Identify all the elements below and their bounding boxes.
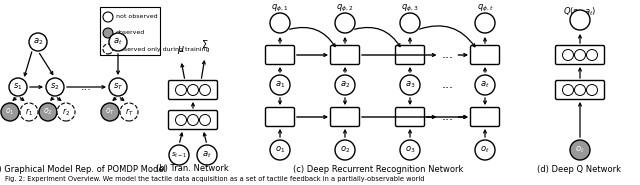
Circle shape <box>335 13 355 33</box>
Text: Fig. 2: Experiment Overview. We model the tactile data acquisition as a set of t: Fig. 2: Experiment Overview. We model th… <box>5 176 424 182</box>
Circle shape <box>109 78 127 96</box>
Text: $q_{\phi,3}$: $q_{\phi,3}$ <box>401 2 419 14</box>
Circle shape <box>335 75 355 95</box>
FancyBboxPatch shape <box>330 46 360 65</box>
Text: $s_{t-1}$: $s_{t-1}$ <box>171 150 187 160</box>
Text: $r_1$: $r_1$ <box>25 106 33 118</box>
Circle shape <box>46 78 64 96</box>
Circle shape <box>39 103 57 121</box>
Text: $s_2$: $s_2$ <box>51 82 60 92</box>
FancyBboxPatch shape <box>266 107 294 127</box>
Circle shape <box>400 75 420 95</box>
Circle shape <box>109 33 127 51</box>
Text: (d) Deep Q Network: (d) Deep Q Network <box>537 164 621 174</box>
Circle shape <box>475 75 495 95</box>
Text: $q_{\phi,t}$: $q_{\phi,t}$ <box>477 2 493 14</box>
Text: $s_1$: $s_1$ <box>13 82 23 92</box>
Text: $a_t$: $a_t$ <box>113 37 123 47</box>
Text: $o_t$: $o_t$ <box>575 145 585 155</box>
Text: (a) Graphical Model Rep. of POMDP Model: (a) Graphical Model Rep. of POMDP Model <box>0 164 166 174</box>
FancyBboxPatch shape <box>330 107 360 127</box>
FancyBboxPatch shape <box>396 107 424 127</box>
Text: $a_t$: $a_t$ <box>202 150 212 160</box>
FancyBboxPatch shape <box>556 80 605 100</box>
FancyBboxPatch shape <box>168 110 218 130</box>
Circle shape <box>270 140 290 160</box>
Text: (c) Deep Recurrent Recognition Network: (c) Deep Recurrent Recognition Network <box>293 164 463 174</box>
FancyBboxPatch shape <box>266 46 294 65</box>
Text: $a_3$: $a_3$ <box>404 80 415 90</box>
Text: observed: observed <box>116 31 145 36</box>
Circle shape <box>586 85 598 95</box>
Circle shape <box>400 140 420 160</box>
Text: $s_T$: $s_T$ <box>113 82 123 92</box>
Circle shape <box>175 85 186 95</box>
Circle shape <box>270 75 290 95</box>
Circle shape <box>120 103 138 121</box>
Text: ...: ... <box>81 82 92 92</box>
Text: $o_T$: $o_T$ <box>105 107 115 117</box>
Circle shape <box>586 50 598 60</box>
Text: $a_2$: $a_2$ <box>340 80 350 90</box>
Circle shape <box>20 103 38 121</box>
Circle shape <box>175 115 186 125</box>
Text: $a_2$: $a_2$ <box>33 37 43 47</box>
Circle shape <box>335 140 355 160</box>
Circle shape <box>1 103 19 121</box>
Circle shape <box>475 140 495 160</box>
Circle shape <box>570 140 590 160</box>
Text: $o_2$: $o_2$ <box>44 107 52 117</box>
Circle shape <box>563 50 573 60</box>
Text: $r_T$: $r_T$ <box>125 106 133 118</box>
FancyBboxPatch shape <box>556 46 605 65</box>
Circle shape <box>188 115 198 125</box>
Text: (b) Tran. Network: (b) Tran. Network <box>156 164 228 174</box>
Text: $a_t$: $a_t$ <box>480 80 490 90</box>
FancyBboxPatch shape <box>470 107 499 127</box>
Text: $o_1$: $o_1$ <box>5 107 15 117</box>
Circle shape <box>188 85 198 95</box>
Circle shape <box>200 115 211 125</box>
Text: ...: ... <box>442 110 454 124</box>
Circle shape <box>400 13 420 33</box>
Circle shape <box>103 12 113 22</box>
Circle shape <box>475 13 495 33</box>
Circle shape <box>575 85 586 95</box>
Circle shape <box>101 103 119 121</box>
Text: $r_2$: $r_2$ <box>62 106 70 118</box>
Text: ...: ... <box>442 78 454 92</box>
Circle shape <box>169 145 189 165</box>
Circle shape <box>197 145 217 165</box>
Text: $o_2$: $o_2$ <box>340 145 350 155</box>
Text: $q_{\phi,1}$: $q_{\phi,1}$ <box>271 2 289 14</box>
Circle shape <box>57 103 75 121</box>
Circle shape <box>29 33 47 51</box>
FancyBboxPatch shape <box>100 7 160 55</box>
Circle shape <box>103 44 113 54</box>
Circle shape <box>575 50 586 60</box>
Circle shape <box>103 28 113 38</box>
Circle shape <box>570 10 590 30</box>
Circle shape <box>200 85 211 95</box>
Text: $\mu$: $\mu$ <box>177 44 185 56</box>
Circle shape <box>270 13 290 33</box>
Text: $Q(s_t, a_t)$: $Q(s_t, a_t)$ <box>563 6 596 18</box>
FancyBboxPatch shape <box>470 46 499 65</box>
Text: $\Sigma$: $\Sigma$ <box>201 38 209 50</box>
Circle shape <box>9 78 27 96</box>
Circle shape <box>563 85 573 95</box>
Text: observed only during training: observed only during training <box>116 46 209 51</box>
Text: $a_1$: $a_1$ <box>275 80 285 90</box>
Text: ...: ... <box>442 48 454 61</box>
Text: $o_t$: $o_t$ <box>480 145 490 155</box>
Text: $q_{\phi,2}$: $q_{\phi,2}$ <box>337 2 354 14</box>
FancyBboxPatch shape <box>168 80 218 100</box>
Text: $o_3$: $o_3$ <box>404 145 415 155</box>
FancyBboxPatch shape <box>396 46 424 65</box>
Text: not observed: not observed <box>116 14 157 19</box>
Text: $o_1$: $o_1$ <box>275 145 285 155</box>
